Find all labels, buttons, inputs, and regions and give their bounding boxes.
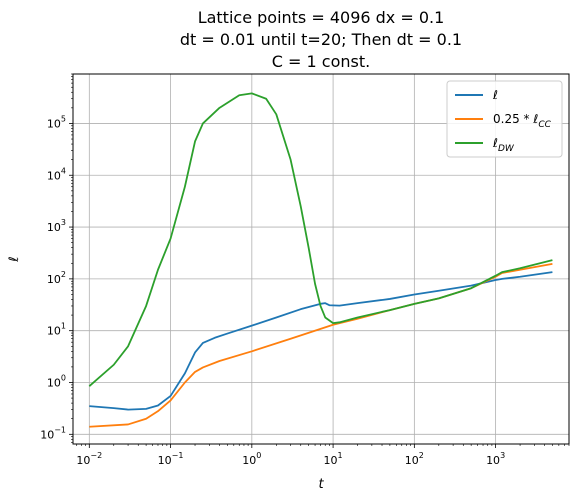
x-axis-label: t <box>318 477 324 492</box>
x-tick-label: 10−1 <box>158 451 184 467</box>
legend-label-2: 0.25 * ℓCC <box>493 112 552 130</box>
y-tick-label: 10−1 <box>40 425 66 441</box>
series-layer <box>88 92 553 428</box>
chart-title-line-1: Lattice points = 4096 dx = 0.1 <box>198 8 445 27</box>
x-tick-label: 102 <box>405 451 424 467</box>
legend-label-1: ℓ <box>492 88 498 102</box>
y-axis-label: ℓ <box>7 256 22 262</box>
y-tick-label: 100 <box>47 373 66 389</box>
x-tick-label: 101 <box>324 451 343 467</box>
series-line-2 <box>89 262 553 428</box>
ticks: 10−2 10−1 100 101 102 103 10−1 100 101 102 103 104 1… <box>40 73 570 467</box>
x-tick-label: 10−2 <box>76 451 102 467</box>
y-tick-label: 104 <box>47 166 66 182</box>
x-tick-label: 100 <box>242 451 261 467</box>
x-tick-label: 103 <box>486 451 505 467</box>
plot-frame <box>72 73 570 445</box>
legend: ℓ 0.25 * ℓCC ℓDW <box>446 80 563 158</box>
y-tick-label: 103 <box>47 218 66 234</box>
legend-label-3: ℓDW <box>492 136 515 154</box>
series-line-1 <box>89 271 553 411</box>
series-line-3 <box>88 92 553 387</box>
y-tick-label: 105 <box>47 114 66 130</box>
y-tick-label: 102 <box>47 270 66 286</box>
legend-box <box>446 80 563 158</box>
chart-title-line-3: C = 1 const. <box>272 52 370 71</box>
chart-title-line-2: dt = 0.01 until t=20; Then dt = 0.1 <box>180 30 462 49</box>
y-tick-label: 101 <box>47 322 66 338</box>
